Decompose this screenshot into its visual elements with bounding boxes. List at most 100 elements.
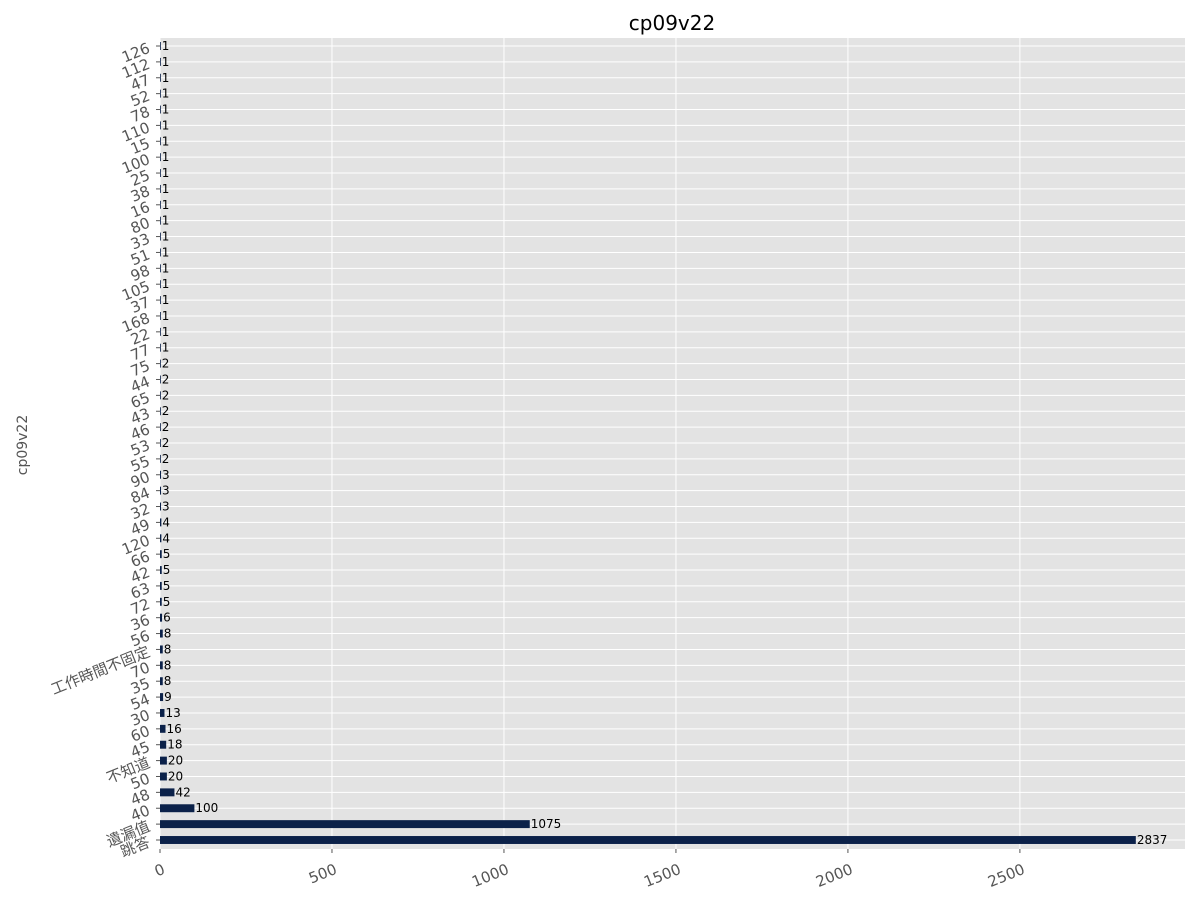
y-tick-label: 44 [128, 372, 152, 396]
bar [160, 518, 162, 527]
bar [160, 788, 175, 797]
bar-value-label: 1 [162, 293, 170, 307]
y-tick-label: 16 [128, 198, 152, 222]
bar [160, 534, 162, 543]
y-tick-label: 60 [128, 722, 152, 746]
bar [160, 724, 166, 733]
bars [160, 42, 1136, 844]
y-tick-label: 47 [128, 71, 152, 95]
bar-value-label: 2 [162, 404, 170, 418]
bar [160, 169, 161, 178]
bar [160, 566, 162, 575]
bar-value-label: 8 [164, 642, 172, 656]
bar [160, 89, 161, 98]
bar-value-label: 1075 [531, 817, 562, 831]
bar-value-label: 1 [162, 182, 170, 196]
bar [160, 581, 162, 590]
y-tick-label: 22 [128, 325, 152, 349]
y-axis-label: cp09v22 [15, 415, 31, 476]
chart-title: cp09v22 [629, 11, 715, 35]
y-tick-label: 37 [128, 293, 152, 317]
bar [160, 772, 167, 781]
bar [160, 407, 161, 416]
bar-value-label: 1 [162, 134, 170, 148]
y-tick-label: 55 [128, 452, 152, 476]
bar-value-label: 4 [162, 515, 170, 529]
bar-value-label: 2837 [1137, 833, 1168, 847]
bar [160, 296, 161, 305]
y-tick-label: 35 [128, 674, 152, 698]
bar-value-label: 4 [162, 531, 170, 545]
y-tick-label: 40 [128, 801, 152, 825]
bar [160, 693, 164, 702]
bar [160, 708, 165, 717]
bar-value-label: 5 [163, 579, 171, 593]
bar [160, 216, 161, 225]
bar [160, 137, 161, 146]
bar-value-label: 1 [162, 198, 170, 212]
y-tick-label: 36 [128, 611, 152, 635]
y-tick-label: 50 [128, 769, 152, 793]
bar-value-label: 1 [162, 325, 170, 339]
y-tick-label: 65 [128, 388, 152, 412]
bar [160, 200, 161, 209]
bar-value-label: 2 [162, 436, 170, 450]
bar [160, 439, 161, 447]
y-axis-ticks: 跳答遺漏值404850不知道456030543570工作時間不固定5636726… [48, 39, 160, 861]
bar-value-label: 1 [162, 214, 170, 228]
bar [160, 645, 163, 654]
bar-value-label: 2 [162, 357, 170, 371]
y-tick-label: 42 [128, 563, 152, 587]
bar [160, 375, 161, 384]
x-tick-label: 0 [152, 860, 168, 880]
y-tick-label: 25 [128, 166, 152, 190]
y-tick-label: 66 [128, 547, 152, 571]
x-tick-label: 2500 [985, 860, 1027, 891]
bar-value-label: 3 [162, 484, 170, 498]
bar [160, 677, 163, 686]
y-tick-label: 77 [128, 341, 152, 365]
bar-value-label: 8 [164, 627, 172, 641]
y-tick-label: 45 [128, 738, 152, 762]
bar [160, 121, 161, 130]
y-tick-label: 32 [128, 500, 152, 524]
bar-value-label: 5 [163, 547, 171, 561]
bar-value-label: 1 [162, 230, 170, 244]
bar [160, 359, 161, 368]
bar-value-label: 2 [162, 420, 170, 434]
y-tick-label: 63 [128, 579, 152, 603]
bar-value-label: 1 [162, 277, 170, 291]
bar [160, 661, 163, 670]
bar [160, 486, 162, 495]
bar-value-label: 2 [162, 388, 170, 402]
bar [160, 184, 161, 193]
y-tick-label: 56 [128, 627, 152, 651]
y-tick-label: 78 [128, 103, 152, 127]
bar-value-label: 1 [162, 309, 170, 323]
bar-value-label: 8 [164, 674, 172, 688]
bar [160, 248, 161, 257]
bar-value-label: 2 [162, 452, 170, 466]
bar [160, 343, 161, 352]
bar-value-label: 18 [167, 738, 182, 752]
y-tick-label: 30 [128, 706, 152, 730]
y-tick-label: 80 [128, 214, 152, 238]
bar [160, 264, 161, 273]
bar-value-label: 2 [162, 372, 170, 386]
bar-value-label: 1 [162, 341, 170, 355]
bar-value-label: 1 [162, 166, 170, 180]
bar-value-label: 1 [162, 118, 170, 132]
bar [160, 73, 161, 82]
bar [160, 502, 162, 511]
y-tick-label: 51 [128, 245, 152, 269]
bar-value-label: 100 [195, 801, 218, 815]
bar [160, 820, 530, 829]
bar [160, 550, 162, 559]
bar [160, 280, 161, 289]
bar [160, 629, 163, 638]
x-tick-label: 2000 [813, 860, 855, 891]
x-axis-ticks: 0 500 1000 1500 2000 2500 [152, 849, 1027, 891]
bar [160, 42, 161, 50]
bar [160, 153, 161, 162]
bar-value-label: 1 [162, 87, 170, 101]
